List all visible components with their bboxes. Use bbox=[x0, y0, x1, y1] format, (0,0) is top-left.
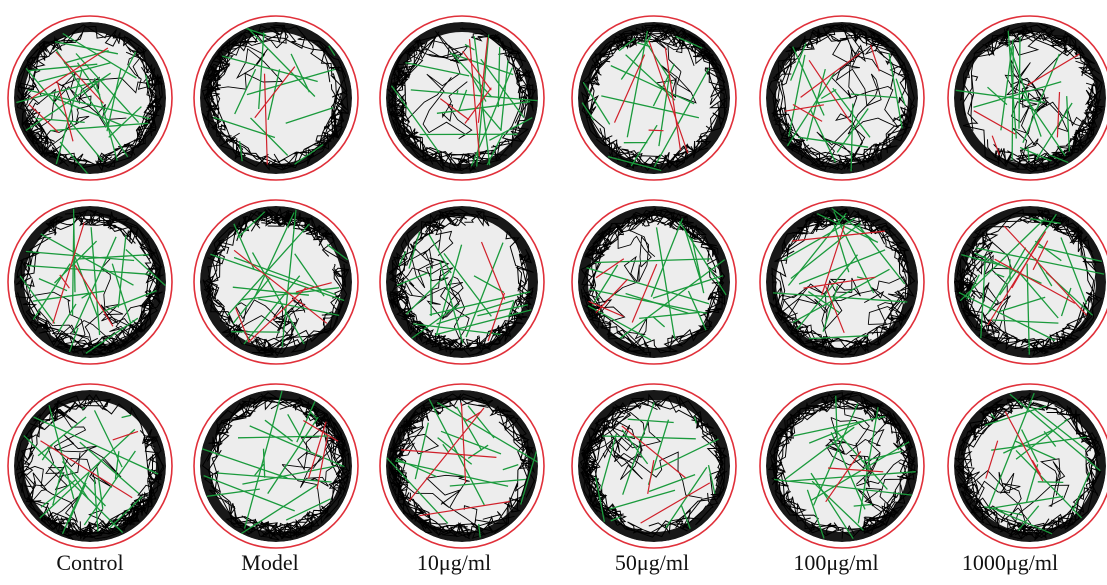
column-label-model: Model bbox=[241, 550, 299, 575]
well-track-image bbox=[7, 199, 173, 365]
well-track-image bbox=[759, 383, 925, 549]
well-track-image bbox=[947, 383, 1107, 549]
well-track-image bbox=[379, 199, 545, 365]
well-track-image bbox=[571, 383, 737, 549]
column-label-1000ug: 1000μg/ml bbox=[961, 550, 1059, 575]
well-track-image bbox=[193, 383, 359, 549]
column-label-100ug: 100μg/ml bbox=[793, 550, 879, 575]
well-track-image bbox=[759, 15, 925, 181]
well-track-image bbox=[7, 15, 173, 181]
well-track-image bbox=[7, 383, 173, 549]
well-track-image bbox=[379, 383, 545, 549]
well-track-image bbox=[759, 199, 925, 365]
well-track-image bbox=[947, 199, 1107, 365]
well-track-image bbox=[571, 199, 737, 365]
column-label-control: Control bbox=[56, 550, 124, 575]
column-label-10ug: 10μg/ml bbox=[416, 550, 492, 575]
well-track-image bbox=[193, 199, 359, 365]
well-track-image bbox=[379, 15, 545, 181]
well-track-image bbox=[193, 15, 359, 181]
well-track-image bbox=[947, 15, 1107, 181]
well-track-image bbox=[571, 15, 737, 181]
column-label-50ug: 50μg/ml bbox=[614, 550, 690, 575]
